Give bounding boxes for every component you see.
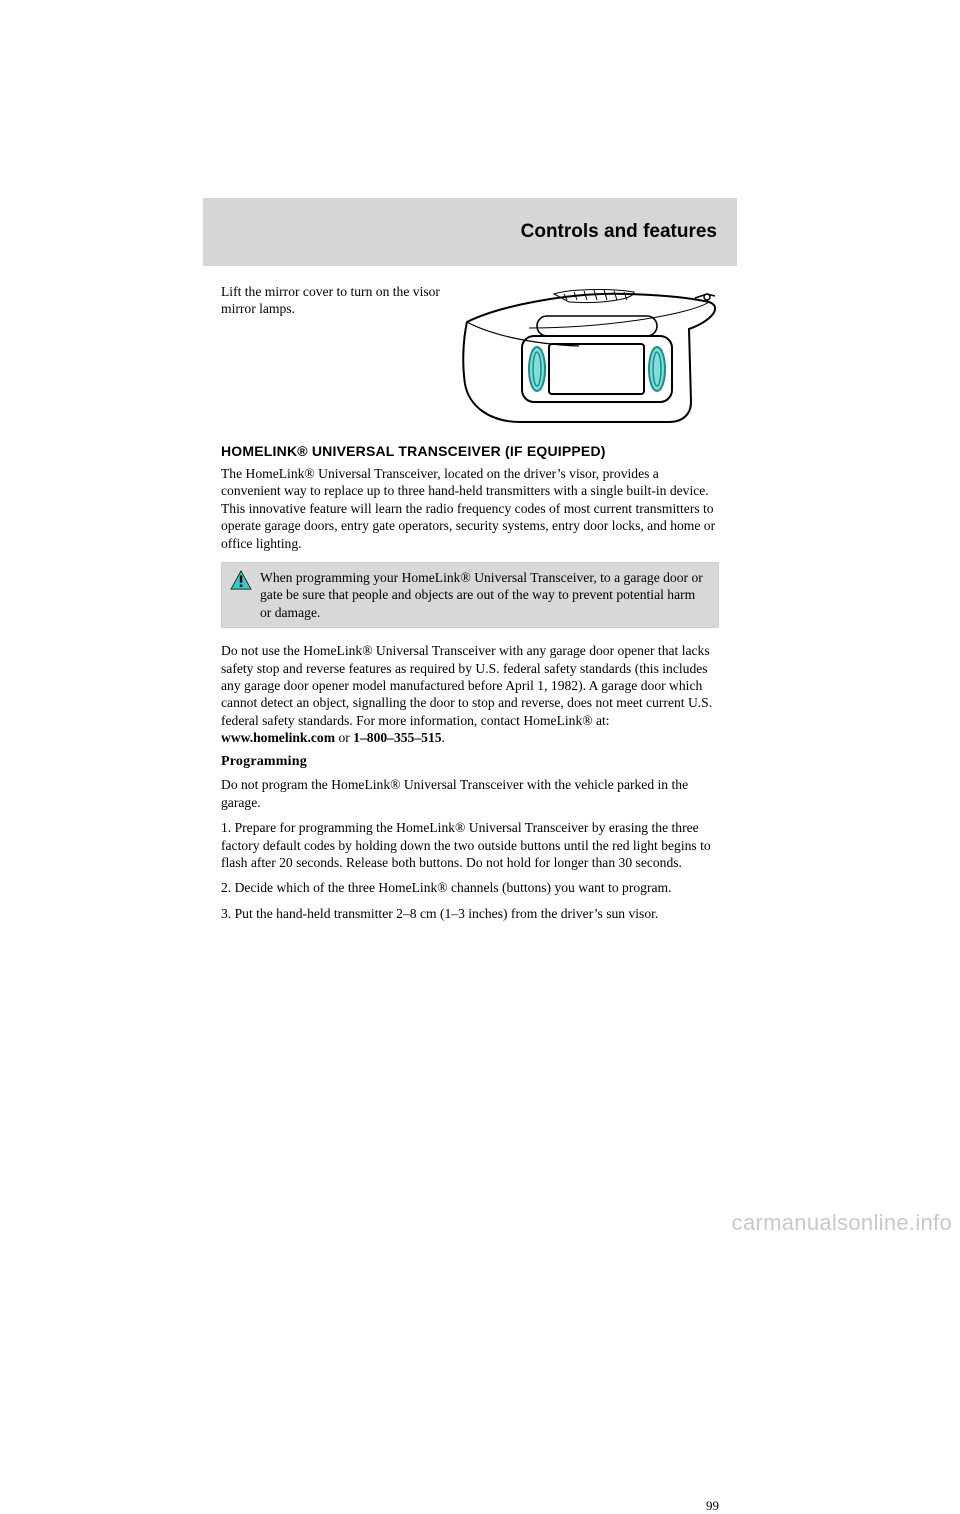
programming-step-3: 3. Put the hand-held transmitter 2–8 cm … (221, 905, 719, 922)
programming-heading: Programming (221, 754, 719, 770)
intro-text: Lift the mirror cover to turn on the vis… (221, 284, 443, 429)
homelink-paragraph-1: The HomeLink® Universal Transceiver, loc… (221, 465, 719, 552)
homelink-paragraph-2: Do not use the HomeLink® Universal Trans… (221, 642, 719, 746)
sun-visor-illustration (459, 284, 719, 429)
warning-callout: When programming your HomeLink® Universa… (221, 562, 719, 628)
page-body: Lift the mirror cover to turn on the vis… (203, 266, 737, 922)
watermark: carmanualsonline.info (732, 1210, 952, 1236)
intro-row: Lift the mirror cover to turn on the vis… (221, 284, 719, 429)
homelink-heading: HOMELINK® UNIVERSAL TRANSCEIVER (IF EQUI… (221, 443, 719, 459)
warning-icon (230, 570, 252, 590)
intro-line: Lift the mirror cover to turn on the vis… (221, 284, 443, 318)
section-header: Controls and features (203, 198, 737, 266)
section-header-title: Controls and features (521, 221, 717, 243)
programming-step-1: 1. Prepare for programming the HomeLink®… (221, 819, 719, 871)
programming-intro: Do not program the HomeLink® Universal T… (221, 776, 719, 811)
page-number: 99 (706, 1498, 719, 1514)
warning-text: When programming your HomeLink® Universa… (260, 569, 708, 621)
programming-step-2: 2. Decide which of the three HomeLink® c… (221, 879, 719, 896)
manual-page: Controls and features Lift the mirror co… (203, 198, 737, 930)
